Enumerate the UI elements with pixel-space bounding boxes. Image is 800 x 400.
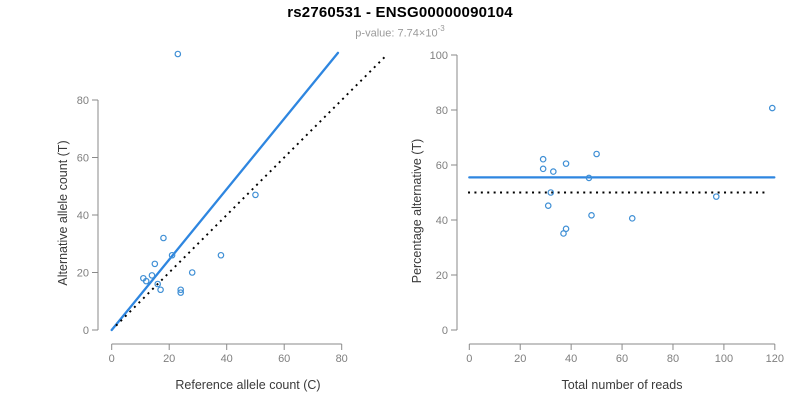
y-tick-label: 60 xyxy=(436,160,448,172)
data-point xyxy=(140,274,147,282)
data-point xyxy=(585,174,593,182)
y-tick-label: 0 xyxy=(442,325,448,337)
data-point xyxy=(174,50,182,58)
y-tick-label: 20 xyxy=(77,268,89,280)
data-point xyxy=(177,286,185,294)
pvalue-subtitle: p-value: 7.74×10-3 xyxy=(0,24,800,40)
x-tick-label: 80 xyxy=(336,353,348,365)
x-tick-label: 20 xyxy=(514,353,526,365)
x-tick-label: 60 xyxy=(616,353,628,365)
data-point xyxy=(628,215,636,222)
data-point xyxy=(160,234,167,242)
y-tick-label: 80 xyxy=(436,105,448,117)
data-point xyxy=(157,286,164,294)
allele-counts-panel: 0 20 40 60 80 0 20 40 60 80 Reference allele count… xyxy=(56,50,388,392)
y-axis-title: Percentage alternative (T) xyxy=(410,139,424,284)
data-point xyxy=(154,280,162,288)
data-point xyxy=(148,272,156,279)
data-point xyxy=(168,251,176,259)
y-tick-label: 20 xyxy=(436,270,448,282)
x-tick-label: 20 xyxy=(163,353,175,365)
y-axis-title: Alternative allele count (T) xyxy=(56,140,70,285)
y-tick-label: 40 xyxy=(77,210,89,222)
figure-header: rs2760531 - ENSG00000090104 p-value: 7.7… xyxy=(0,4,800,40)
data-point xyxy=(188,269,196,276)
y-tick-label: 40 xyxy=(436,215,448,227)
x-tick-label: 60 xyxy=(278,353,290,365)
data-point xyxy=(151,260,159,268)
data-point xyxy=(560,230,567,237)
x-tick-label: 0 xyxy=(466,353,472,365)
data-point xyxy=(217,251,225,259)
x-tick-label: 0 xyxy=(109,353,115,365)
data-point xyxy=(550,168,557,175)
x-tick-label: 40 xyxy=(565,353,577,365)
fitted-ratio-line xyxy=(110,51,340,332)
percentage-vs-reads-panel: 0 20 40 60 80 100 0 20 40 60 80 100 120 Total number … xyxy=(410,50,784,392)
data-point xyxy=(544,202,552,210)
y-tick-label: 0 xyxy=(83,325,89,337)
y-tick-label: 100 xyxy=(430,50,448,62)
pvalue-exponent: -3 xyxy=(437,24,445,33)
figure-title: rs2760531 - ENSG00000090104 xyxy=(287,4,513,21)
x-axis-title: Reference allele count (C) xyxy=(175,378,320,392)
data-point xyxy=(562,160,570,167)
y-tick-label: 60 xyxy=(77,153,89,165)
data-point xyxy=(177,289,185,296)
data-point xyxy=(539,165,547,173)
data-point xyxy=(588,212,595,219)
y-tick-label: 80 xyxy=(77,95,89,107)
x-tick-label: 40 xyxy=(221,353,233,365)
data-point xyxy=(547,189,555,196)
pvalue-text: p-value: 7.74×10 xyxy=(355,27,438,40)
x-tick-label: 80 xyxy=(667,353,679,365)
x-axis-title: Total number of reads xyxy=(562,378,683,392)
x-tick-label: 120 xyxy=(766,353,784,365)
data-point xyxy=(539,155,547,163)
identity-line xyxy=(115,53,388,327)
data-point xyxy=(252,191,259,199)
data-point xyxy=(712,193,720,200)
x-tick-label: 100 xyxy=(715,353,733,365)
data-point xyxy=(768,104,776,112)
data-point xyxy=(593,150,600,158)
